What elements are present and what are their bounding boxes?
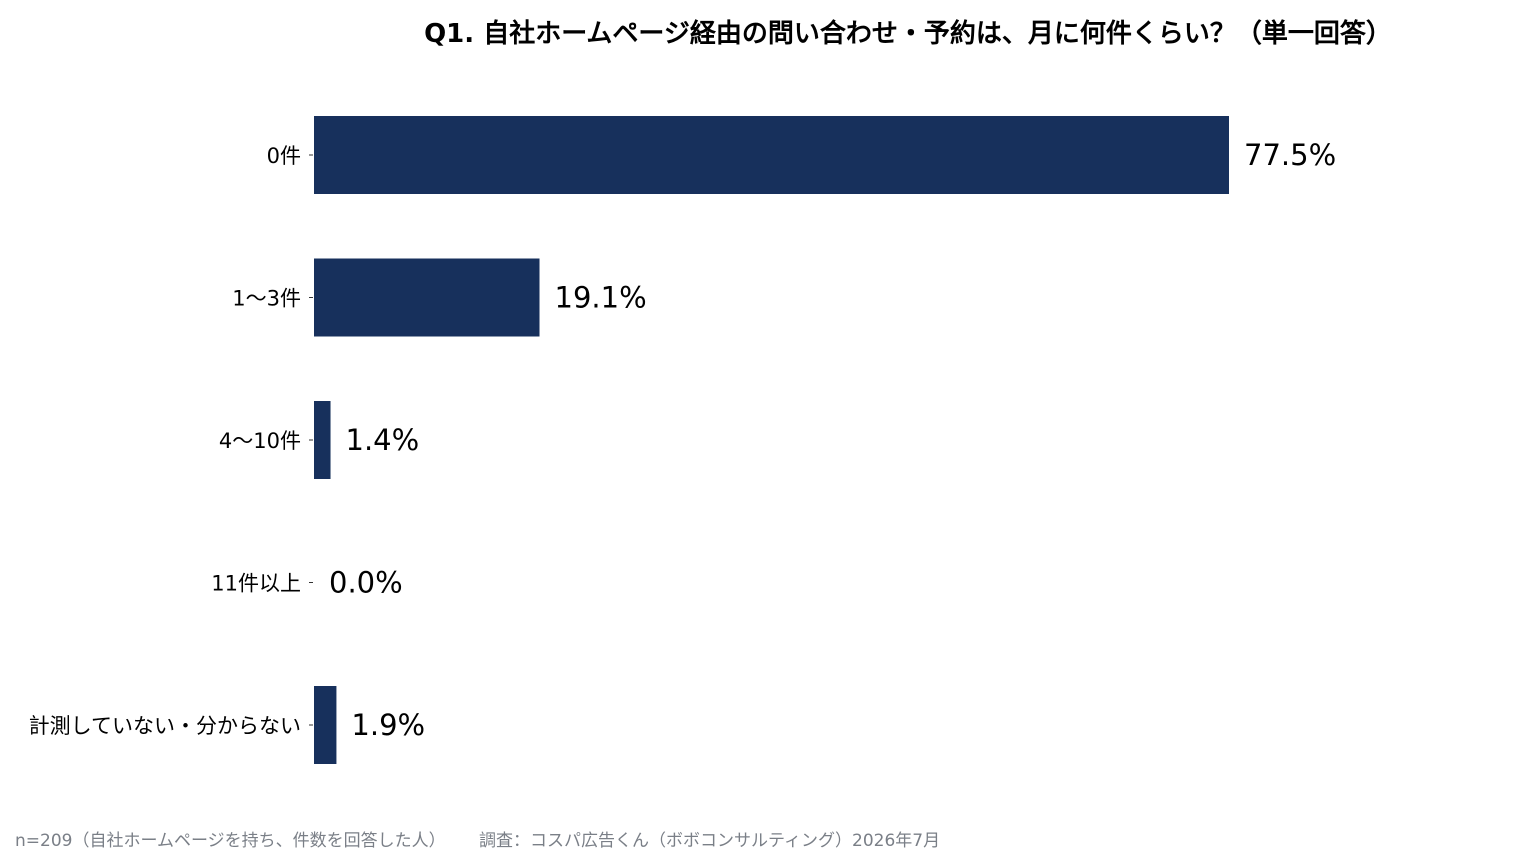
- value-label: 1.9%: [351, 708, 425, 742]
- category-label: 0件: [267, 144, 301, 168]
- bars-layer: 0件 77.5% 1〜3件 19.1% 4〜10件 1.4% 11件以上 0.0% 計測していな…: [29, 116, 1336, 764]
- value-label: 19.1%: [555, 281, 647, 315]
- source-credit: 調査：コスパ広告くん（ボボコンサルティング）2026年7月: [479, 831, 941, 851]
- category-label: 11件以上: [211, 572, 301, 596]
- value-label: 77.5%: [1244, 138, 1336, 172]
- sample-note: n=209（自社ホームページを持ち、件数を回答した人）: [15, 831, 446, 851]
- value-label: 1.4%: [346, 423, 420, 457]
- category-label: 4〜10件: [219, 429, 301, 453]
- bar: [314, 686, 337, 764]
- footnote: n=209（自社ホームページを持ち、件数を回答した人） 調査：コスパ広告くん（ボ…: [15, 826, 940, 851]
- category-label: 1〜3件: [232, 287, 301, 311]
- bar: [314, 116, 1229, 194]
- bar: [314, 258, 540, 337]
- chart-title: Q1. 自社ホームページ経由の問い合わせ・予約は、月に何件くらい？（単一回答）: [424, 18, 1392, 49]
- bar: [314, 401, 331, 479]
- value-label: 0.0%: [329, 566, 403, 600]
- category-label: 計測していない・分からない: [29, 714, 301, 738]
